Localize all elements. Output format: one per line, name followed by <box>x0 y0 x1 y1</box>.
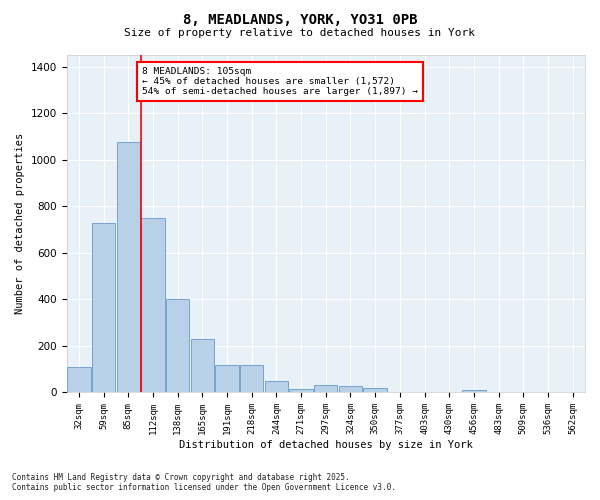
Text: 8, MEADLANDS, YORK, YO31 0PB: 8, MEADLANDS, YORK, YO31 0PB <box>183 12 417 26</box>
Bar <box>191 339 214 392</box>
Bar <box>141 218 164 392</box>
Bar <box>364 388 387 392</box>
Bar <box>339 386 362 392</box>
Text: 8 MEADLANDS: 105sqm
← 45% of detached houses are smaller (1,572)
54% of semi-det: 8 MEADLANDS: 105sqm ← 45% of detached ho… <box>142 66 418 96</box>
Bar <box>215 364 239 392</box>
Bar <box>289 389 313 392</box>
Bar <box>240 364 263 392</box>
Text: Size of property relative to detached houses in York: Size of property relative to detached ho… <box>125 28 476 38</box>
Bar <box>314 386 337 392</box>
Bar <box>67 367 91 392</box>
Bar <box>166 300 190 392</box>
X-axis label: Distribution of detached houses by size in York: Distribution of detached houses by size … <box>179 440 473 450</box>
Y-axis label: Number of detached properties: Number of detached properties <box>15 133 25 314</box>
Bar <box>462 390 485 392</box>
Bar <box>92 222 115 392</box>
Bar <box>265 382 288 392</box>
Bar <box>116 142 140 392</box>
Text: Contains HM Land Registry data © Crown copyright and database right 2025.
Contai: Contains HM Land Registry data © Crown c… <box>12 473 396 492</box>
